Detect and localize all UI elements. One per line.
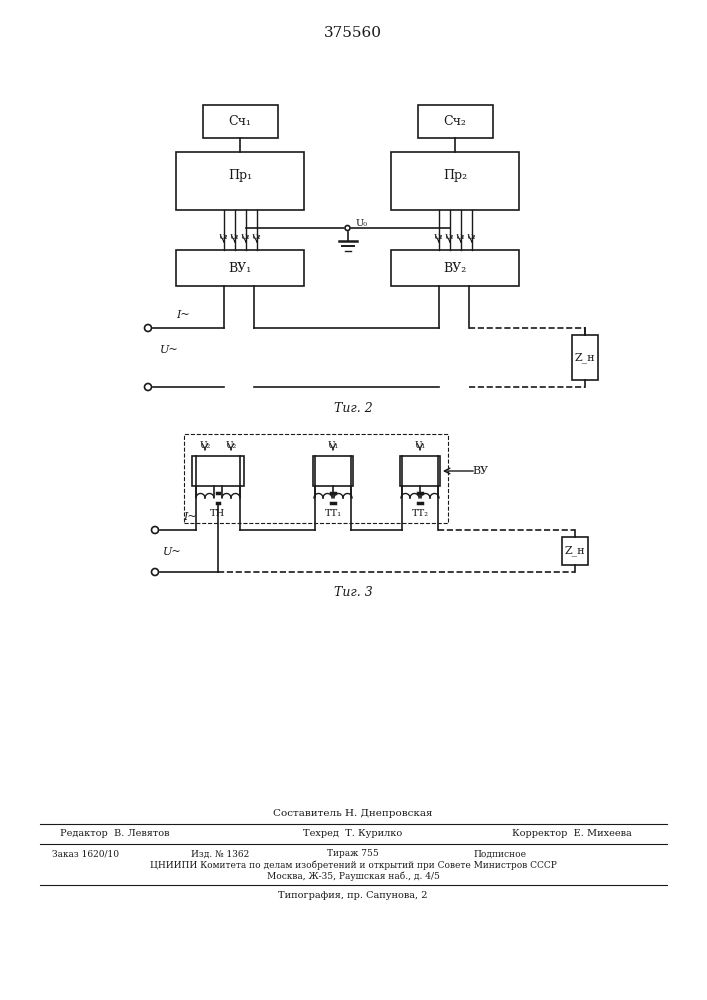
Text: U~: U~ [163,547,182,557]
Bar [192,456,244,486]
Text: U₂: U₂ [467,233,477,241]
Text: U₂: U₂ [252,233,262,241]
Bar [400,456,440,486]
Text: Сч₂: Сч₂ [443,115,467,128]
Text: Корректор  Е. Михеева: Корректор Е. Михеева [512,830,632,838]
Text: U~: U~ [160,345,179,355]
Text: U₁: U₁ [241,233,250,241]
Bar [572,335,598,380]
Text: Τиг. 3: Τиг. 3 [334,585,373,598]
Text: ВУ₂: ВУ₂ [443,261,467,274]
Text: Τиг. 2: Τиг. 2 [334,401,373,414]
Text: U₀: U₀ [356,219,368,228]
Text: Тираж 755: Тираж 755 [327,850,379,858]
Text: 375560: 375560 [324,26,382,40]
Text: U₁: U₁ [445,233,455,241]
Text: Типография, пр. Сапунова, 2: Типография, пр. Сапунова, 2 [279,892,428,900]
Text: Составитель Н. Днепровская: Составитель Н. Днепровская [273,810,433,818]
Text: ТН: ТН [211,510,226,518]
Bar [184,434,448,523]
Text: ЦНИИПИ Комитета по делам изобретений и открытий при Совете Министров СССР: ЦНИИПИ Комитета по делам изобретений и о… [150,860,556,870]
Text: ТТ₁: ТТ₁ [325,510,341,518]
Text: Изд. № 1362: Изд. № 1362 [191,850,249,858]
Text: Редактор  В. Левятов: Редактор В. Левятов [60,830,170,838]
Text: U₂: U₂ [226,440,237,450]
Text: Z_н: Z_н [565,546,585,556]
Text: I~: I~ [183,512,197,522]
Text: Техред  Т. Курилко: Техред Т. Курилко [303,830,402,838]
Text: Z_н: Z_н [575,352,595,363]
Text: ТТ₂: ТТ₂ [411,510,428,518]
Text: U₁: U₁ [414,440,426,450]
Text: U₁: U₁ [327,440,339,450]
Text: U₁: U₁ [456,233,465,241]
Text: Сч₁: Сч₁ [228,115,252,128]
Bar [391,250,519,286]
Text: ВУ₁: ВУ₁ [228,261,252,274]
Text: Москва, Ж-35, Раушская наб., д. 4/5: Москва, Ж-35, Раушская наб., д. 4/5 [267,871,440,881]
Circle shape [144,324,151,332]
Text: Пр₁: Пр₁ [228,168,252,182]
Circle shape [345,226,350,231]
Text: Пр₂: Пр₂ [443,168,467,182]
Text: I~: I~ [176,310,189,320]
Text: U₁: U₁ [230,233,239,241]
Bar [562,537,588,565]
Circle shape [151,526,158,534]
Bar [418,105,493,138]
Text: ВУ: ВУ [472,466,488,476]
Circle shape [151,568,158,576]
Bar [176,152,304,210]
Circle shape [144,383,151,390]
Bar [391,152,519,210]
Bar [176,250,304,286]
Text: U₂: U₂ [434,233,443,241]
Text: Подписное: Подписное [474,850,527,858]
Text: U₂: U₂ [199,440,211,450]
Bar [202,105,278,138]
Bar [313,456,353,486]
Text: Заказ 1620/10: Заказ 1620/10 [52,850,119,858]
Text: U₂: U₂ [218,233,228,241]
